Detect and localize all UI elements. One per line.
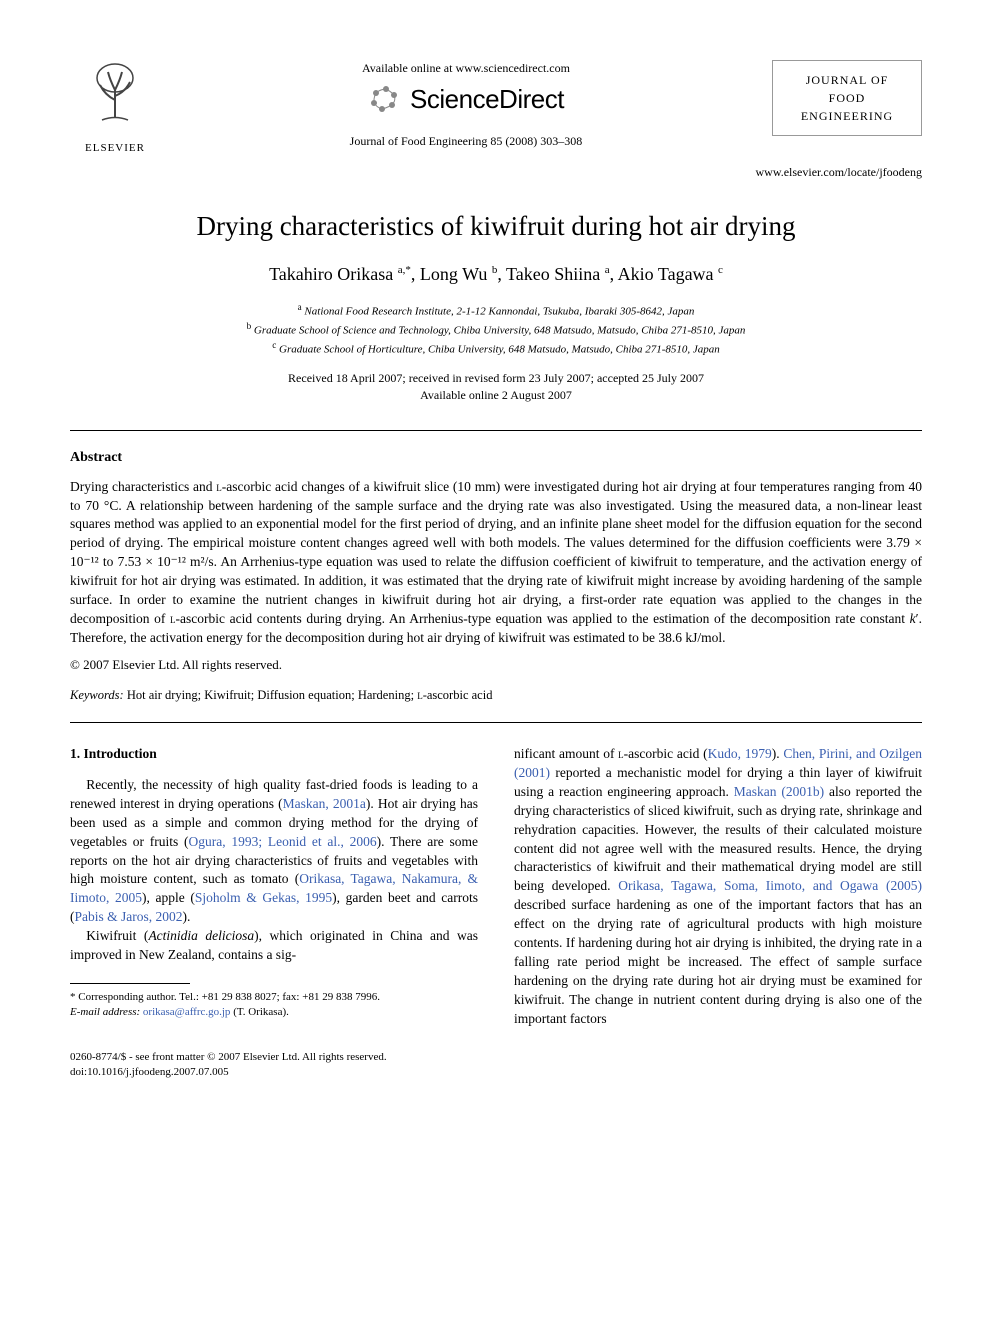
abstract-copyright: © 2007 Elsevier Ltd. All rights reserved…: [70, 656, 922, 674]
authors-line: Takahiro Orikasa a,*, Long Wu b, Takeo S…: [70, 262, 922, 286]
footer-left: 0260-8774/$ - see front matter © 2007 El…: [70, 1050, 387, 1080]
elsevier-label: ELSEVIER: [70, 141, 160, 156]
keywords-line: Keywords: Hot air drying; Kiwifruit; Dif…: [70, 687, 922, 704]
intro-p1-continued: nificant amount of l-ascorbic acid (Kudo…: [514, 745, 922, 1028]
journal-title-box: JOURNAL OF FOOD ENGINEERING: [772, 60, 922, 136]
divider-top: [70, 430, 922, 431]
footer-row: 0260-8774/$ - see front matter © 2007 El…: [70, 1050, 922, 1080]
header-row: ELSEVIER Available online at www.science…: [70, 60, 922, 156]
left-column: 1. Introduction Recently, the necessity …: [70, 745, 478, 1028]
affiliations: a National Food Research Institute, 2-1-…: [70, 301, 922, 358]
journal-box-line3: ENGINEERING: [779, 107, 915, 125]
footnote-rule: [70, 983, 190, 984]
center-header: Available online at www.sciencedirect.co…: [160, 60, 772, 149]
sciencedirect-text: ScienceDirect: [410, 82, 564, 117]
article-title: Drying characteristics of kiwifruit duri…: [70, 208, 922, 244]
footnote-block: * Corresponding author. Tel.: +81 29 838…: [70, 990, 478, 1021]
locate-url: www.elsevier.com/locate/jfoodeng: [70, 164, 922, 180]
divider-bottom: [70, 722, 922, 723]
sciencedirect-swirl-icon: [368, 83, 402, 117]
right-column: nificant amount of l-ascorbic acid (Kudo…: [514, 745, 922, 1028]
intro-heading: 1. Introduction: [70, 745, 478, 764]
article-dates: Received 18 April 2007; received in revi…: [70, 370, 922, 404]
sciencedirect-logo: ScienceDirect: [368, 82, 564, 117]
footer-front-matter: 0260-8774/$ - see front matter © 2007 El…: [70, 1050, 387, 1065]
journal-citation: Journal of Food Engineering 85 (2008) 30…: [170, 133, 762, 149]
journal-box-line2: FOOD: [779, 89, 915, 107]
elsevier-logo-block: ELSEVIER: [70, 60, 160, 156]
intro-p1: Recently, the necessity of high quality …: [70, 776, 478, 927]
keywords-text: Hot air drying; Kiwifruit; Diffusion equ…: [127, 688, 493, 702]
abstract-body: Drying characteristics and l-ascorbic ac…: [70, 478, 922, 648]
email-line: E-mail address: orikasa@affrc.go.jp (T. …: [70, 1005, 478, 1020]
email-attribution: (T. Orikasa).: [233, 1006, 289, 1018]
intro-p2: Kiwifruit (Actinidia deliciosa), which o…: [70, 927, 478, 965]
journal-box-line1: JOURNAL OF: [779, 71, 915, 89]
elsevier-tree-icon: [80, 60, 150, 130]
keywords-label: Keywords:: [70, 688, 124, 702]
email-label: E-mail address:: [70, 1006, 140, 1018]
footer-doi: doi:10.1016/j.jfoodeng.2007.07.005: [70, 1065, 387, 1080]
body-columns: 1. Introduction Recently, the necessity …: [70, 745, 922, 1028]
abstract-heading: Abstract: [70, 449, 922, 468]
dates-received: Received 18 April 2007; received in revi…: [70, 370, 922, 387]
dates-available: Available online 2 August 2007: [70, 387, 922, 404]
email-address[interactable]: orikasa@affrc.go.jp: [143, 1006, 231, 1018]
corresponding-author: * Corresponding author. Tel.: +81 29 838…: [70, 990, 478, 1005]
available-online-text: Available online at www.sciencedirect.co…: [170, 60, 762, 76]
